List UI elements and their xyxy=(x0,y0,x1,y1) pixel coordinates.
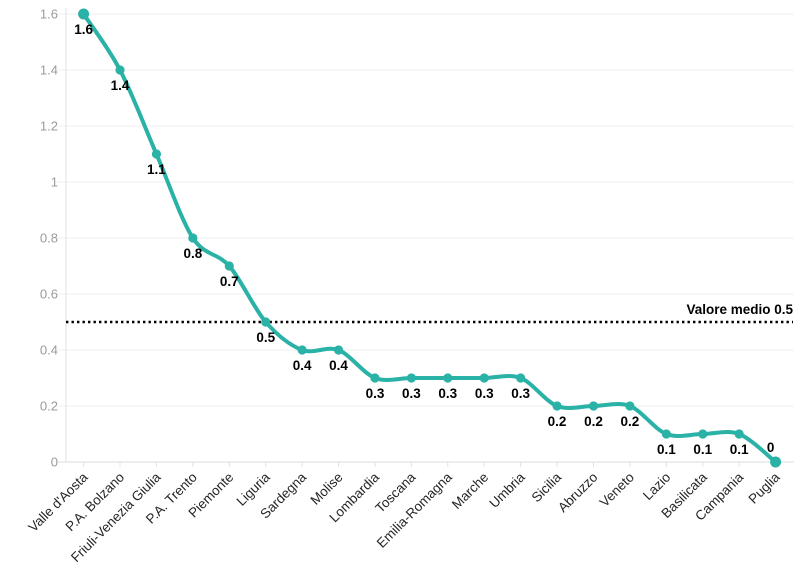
data-point-marker xyxy=(552,401,562,411)
y-axis-tick-label: 0.6 xyxy=(40,287,58,302)
data-point-label: 0.3 xyxy=(366,386,385,401)
data-point-label: 0.1 xyxy=(693,442,712,457)
y-axis-tick-label: 0.2 xyxy=(40,399,58,414)
data-point-marker xyxy=(261,317,271,327)
data-point-marker xyxy=(661,429,671,439)
data-point-marker xyxy=(333,345,344,355)
data-point-marker xyxy=(734,429,744,439)
x-axis-category-label: Abruzzo xyxy=(555,470,601,516)
x-axis-category-label: Umbria xyxy=(486,469,528,511)
data-point-label: 0.4 xyxy=(293,358,312,373)
y-axis-tick-label: 1.6 xyxy=(40,7,58,22)
data-point-label: 1.1 xyxy=(147,162,166,177)
data-point-label: 0.2 xyxy=(548,414,567,429)
x-axis-category-label: Marche xyxy=(449,470,491,512)
data-point-marker xyxy=(151,149,162,159)
data-point-marker xyxy=(406,373,416,383)
data-point-label: 0.3 xyxy=(438,386,457,401)
data-point-label: 0 xyxy=(767,440,775,455)
data-point-marker xyxy=(770,456,782,468)
data-point-marker xyxy=(224,261,234,271)
y-axis-tick-label: 0.8 xyxy=(40,231,58,246)
y-axis-tick-label: 0.4 xyxy=(40,343,58,358)
y-axis-tick-label: 1 xyxy=(51,175,58,190)
data-point-label: 0.7 xyxy=(220,274,239,289)
data-point-marker xyxy=(588,401,599,411)
reference-line-label: Valore medio 0.5 xyxy=(686,302,793,317)
data-point-label: 0.3 xyxy=(511,386,530,401)
y-axis-tick-label: 1.2 xyxy=(40,119,58,134)
x-axis-category-label: Lazio xyxy=(640,470,673,503)
data-point-label: 0.2 xyxy=(621,414,640,429)
data-point-marker xyxy=(78,8,90,20)
data-point-label: 0.3 xyxy=(475,386,494,401)
data-point-label: 0.1 xyxy=(657,442,676,457)
data-point-label: 0.2 xyxy=(584,414,603,429)
data-point-marker xyxy=(188,233,198,243)
y-axis-tick-label: 1.4 xyxy=(40,63,58,78)
data-point-label: 0.5 xyxy=(256,330,275,345)
data-point-marker xyxy=(443,373,453,383)
data-point-label: 1.6 xyxy=(74,22,93,37)
data-point-marker xyxy=(370,373,380,383)
x-axis-category-label: Veneto xyxy=(597,470,637,510)
data-point-marker xyxy=(479,373,489,383)
data-point-marker xyxy=(516,373,526,383)
data-point-label: 0.1 xyxy=(730,442,749,457)
x-axis-category-label: Puglia xyxy=(746,469,783,506)
data-point-marker xyxy=(115,65,125,75)
data-point-label: 1.4 xyxy=(111,78,130,93)
data-point-label: 0.4 xyxy=(329,358,348,373)
data-point-marker xyxy=(625,401,635,411)
data-point-marker xyxy=(698,429,708,439)
data-point-marker xyxy=(297,345,307,355)
data-point-label: 0.8 xyxy=(183,246,202,261)
data-point-label: 0.3 xyxy=(402,386,421,401)
y-axis-tick-label: 0 xyxy=(51,455,58,470)
